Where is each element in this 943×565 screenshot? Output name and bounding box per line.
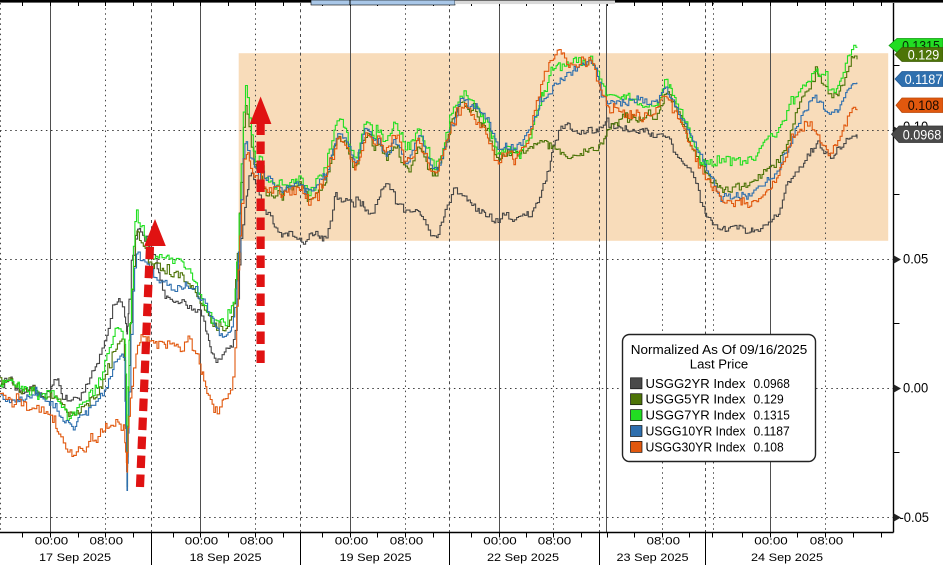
svg-text:0.05: 0.05 — [903, 252, 928, 267]
svg-text:0.0968: 0.0968 — [903, 126, 942, 142]
svg-text:0.00: 0.00 — [903, 381, 928, 396]
svg-text:19 Sep 2025: 19 Sep 2025 — [340, 552, 412, 564]
svg-text:Normalized As Of 09/16/2025: Normalized As Of 09/16/2025 — [631, 343, 808, 357]
svg-text:00:00: 00:00 — [335, 536, 369, 548]
svg-text:USGG10YR Index: USGG10YR Index — [646, 425, 747, 439]
svg-text:24 Sep 2025: 24 Sep 2025 — [751, 552, 823, 564]
svg-text:00:00: 00:00 — [185, 536, 219, 548]
svg-text:08:00: 08:00 — [90, 536, 124, 548]
svg-text:Last Price: Last Price — [690, 358, 749, 372]
svg-text:22 Sep 2025: 22 Sep 2025 — [487, 552, 559, 564]
svg-text:18 Sep 2025: 18 Sep 2025 — [190, 552, 262, 564]
svg-text:08:00: 08:00 — [240, 536, 274, 548]
svg-text:0.129: 0.129 — [908, 47, 940, 62]
svg-text:00:00: 00:00 — [35, 536, 69, 548]
svg-text:0.1187: 0.1187 — [754, 425, 790, 439]
svg-text:USGG2YR Index: USGG2YR Index — [646, 377, 747, 391]
svg-text:USGG30YR Index: USGG30YR Index — [646, 440, 747, 454]
svg-text:0.0968: 0.0968 — [754, 377, 790, 391]
svg-text:0.108: 0.108 — [908, 98, 940, 113]
svg-text:08:00: 08:00 — [647, 536, 681, 548]
svg-text:08:00: 08:00 — [538, 536, 572, 548]
svg-text:0.108: 0.108 — [754, 440, 784, 454]
svg-text:00:00: 00:00 — [483, 536, 517, 548]
svg-text:USGG5YR Index: USGG5YR Index — [646, 393, 747, 407]
svg-text:23 Sep 2025: 23 Sep 2025 — [617, 552, 689, 564]
svg-text:0.1315: 0.1315 — [754, 409, 790, 423]
svg-text:USGG7YR Index: USGG7YR Index — [646, 409, 747, 423]
svg-text:0.1187: 0.1187 — [905, 72, 943, 87]
svg-text:-0.05: -0.05 — [900, 510, 930, 525]
svg-text:08:00: 08:00 — [810, 536, 844, 548]
svg-text:17 Sep 2025: 17 Sep 2025 — [39, 552, 111, 564]
svg-text:0.129: 0.129 — [754, 393, 784, 407]
svg-text:00:00: 00:00 — [754, 536, 788, 548]
svg-text:08:00: 08:00 — [390, 536, 424, 548]
